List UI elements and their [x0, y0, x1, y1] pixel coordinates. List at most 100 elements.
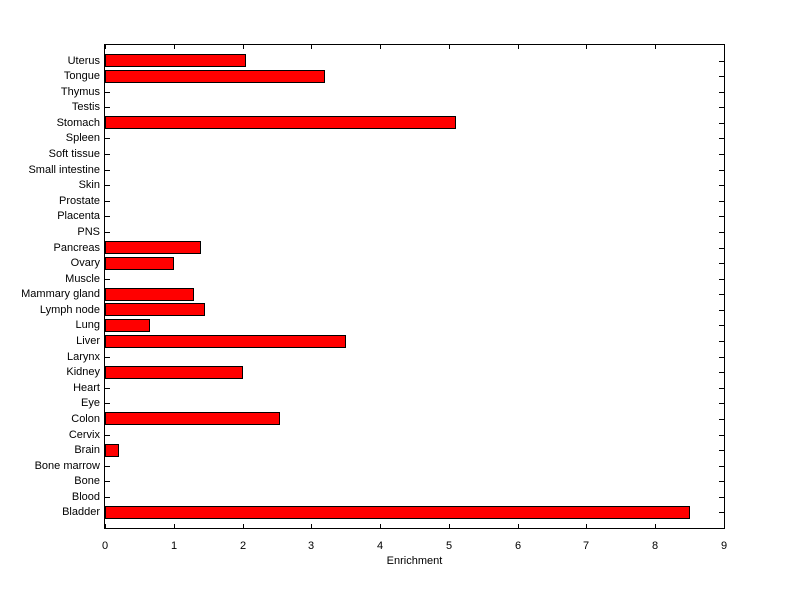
x-tick: [655, 524, 656, 528]
y-axis-category-label: Spleen: [65, 132, 100, 144]
y-tick: [719, 435, 724, 436]
bar: [105, 288, 194, 301]
y-tick: [719, 357, 724, 358]
x-tick-label: 9: [720, 540, 728, 552]
y-axis-category-label: Stomach: [56, 117, 100, 129]
y-tick: [719, 263, 724, 264]
x-tick: [380, 524, 381, 528]
y-tick: [719, 372, 724, 373]
y-axis-category-label: Testis: [71, 101, 100, 113]
x-tick: [518, 45, 519, 49]
y-tick: [105, 403, 110, 404]
y-tick: [719, 325, 724, 326]
y-axis-category-label: Bladder: [62, 506, 100, 518]
y-axis-category-label: Uterus: [67, 55, 100, 67]
y-tick: [105, 466, 110, 467]
y-axis-category-label: Brain: [74, 444, 100, 456]
y-axis-category-label: Ovary: [70, 257, 100, 269]
y-axis-category-label: Colon: [71, 413, 100, 425]
x-tick: [449, 45, 450, 49]
y-tick: [719, 248, 724, 249]
y-tick: [719, 466, 724, 467]
x-tick: [105, 45, 106, 49]
y-axis-category-label: Pancreas: [53, 242, 100, 254]
bar: [105, 241, 201, 254]
y-tick: [719, 76, 724, 77]
x-tick-label: 3: [307, 540, 315, 552]
y-axis-category-label: Lymph node: [39, 304, 100, 316]
x-tick: [311, 524, 312, 528]
y-tick: [719, 201, 724, 202]
y-axis-category-label: Muscle: [65, 273, 100, 285]
y-tick: [105, 170, 110, 171]
y-axis-category-label: Bone marrow: [34, 460, 100, 472]
x-tick-label: 4: [376, 540, 384, 552]
y-tick: [719, 294, 724, 295]
x-tick: [518, 524, 519, 528]
y-tick: [719, 138, 724, 139]
y-tick: [719, 388, 724, 389]
y-axis-category-label: Liver: [76, 335, 100, 347]
x-tick: [105, 524, 106, 528]
y-tick: [105, 279, 110, 280]
y-tick: [105, 138, 110, 139]
y-axis-category-label: Small intestine: [28, 164, 100, 176]
x-axis-tick-labels: 0 1 2 3 4 5 6 7 8 9: [102, 540, 727, 554]
y-tick: [105, 185, 110, 186]
y-tick: [719, 481, 724, 482]
y-tick: [719, 170, 724, 171]
y-axis-category-label: Heart: [73, 382, 100, 394]
y-tick: [719, 154, 724, 155]
y-axis-category-label: Larynx: [66, 351, 100, 363]
x-tick-label: 8: [651, 540, 659, 552]
y-axis-category-label: Skin: [78, 179, 100, 191]
bar: [105, 303, 205, 316]
y-tick: [105, 388, 110, 389]
y-tick: [719, 107, 724, 108]
y-axis-category-label: Bone: [74, 475, 100, 487]
y-tick: [105, 107, 110, 108]
bar: [105, 319, 150, 332]
bar: [105, 366, 243, 379]
plot-area: [104, 44, 725, 529]
y-tick: [719, 216, 724, 217]
bar: [105, 54, 246, 67]
y-tick: [719, 403, 724, 404]
x-tick: [243, 524, 244, 528]
bar: [105, 257, 174, 270]
y-axis-category-label: Lung: [75, 319, 100, 331]
bar: [105, 116, 456, 129]
x-tick: [243, 45, 244, 49]
y-axis-category-label: PNS: [77, 226, 100, 238]
x-tick-label: 6: [514, 540, 522, 552]
y-axis-category-label: Thymus: [60, 86, 100, 98]
x-tick-label: 1: [170, 540, 178, 552]
y-tick: [105, 481, 110, 482]
y-tick: [105, 232, 110, 233]
y-tick: [719, 512, 724, 513]
x-tick-label: 5: [445, 540, 453, 552]
y-axis-category-label: Mammary gland: [21, 288, 100, 300]
x-tick-label: 7: [582, 540, 590, 552]
x-tick: [380, 45, 381, 49]
x-tick: [724, 45, 725, 49]
y-axis-category-label: Placenta: [57, 210, 100, 222]
x-tick: [449, 524, 450, 528]
y-tick: [719, 310, 724, 311]
y-axis-category-label: Soft tissue: [48, 148, 100, 160]
x-tick: [311, 45, 312, 49]
bar: [105, 444, 119, 457]
y-tick: [719, 61, 724, 62]
y-tick: [719, 232, 724, 233]
y-tick: [105, 154, 110, 155]
y-tick: [719, 92, 724, 93]
x-tick-label: 0: [101, 540, 109, 552]
x-tick: [586, 524, 587, 528]
y-tick: [105, 357, 110, 358]
y-tick: [105, 201, 110, 202]
bar: [105, 506, 690, 519]
y-tick: [719, 419, 724, 420]
y-axis-category-label: Cervix: [68, 429, 100, 441]
y-tick: [719, 450, 724, 451]
